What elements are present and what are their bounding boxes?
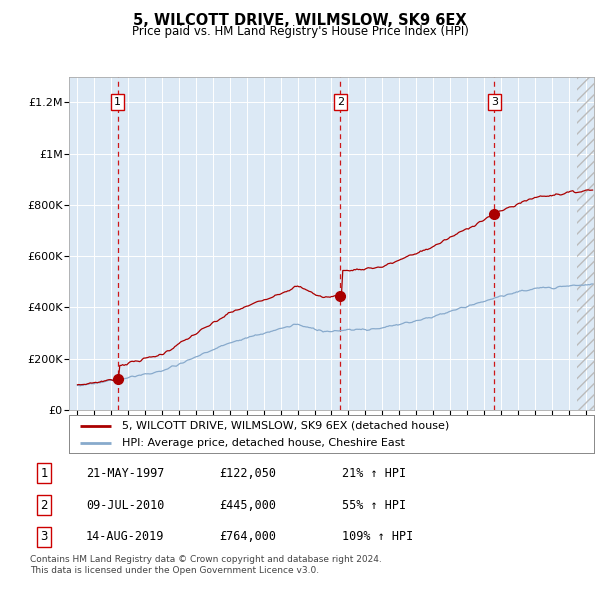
Text: £445,000: £445,000: [220, 499, 277, 512]
Text: 5, WILCOTT DRIVE, WILMSLOW, SK9 6EX (detached house): 5, WILCOTT DRIVE, WILMSLOW, SK9 6EX (det…: [121, 421, 449, 431]
Text: 2: 2: [337, 97, 344, 107]
Text: Price paid vs. HM Land Registry's House Price Index (HPI): Price paid vs. HM Land Registry's House …: [131, 25, 469, 38]
Text: 21% ↑ HPI: 21% ↑ HPI: [343, 467, 407, 480]
Text: 21-MAY-1997: 21-MAY-1997: [86, 467, 164, 480]
Text: 14-AUG-2019: 14-AUG-2019: [86, 530, 164, 543]
Text: 2: 2: [40, 499, 48, 512]
Text: 109% ↑ HPI: 109% ↑ HPI: [343, 530, 414, 543]
Text: 5, WILCOTT DRIVE, WILMSLOW, SK9 6EX: 5, WILCOTT DRIVE, WILMSLOW, SK9 6EX: [133, 13, 467, 28]
Text: 3: 3: [491, 97, 498, 107]
Text: 1: 1: [114, 97, 121, 107]
Text: £764,000: £764,000: [220, 530, 277, 543]
Text: 3: 3: [40, 530, 47, 543]
Text: Contains HM Land Registry data © Crown copyright and database right 2024.
This d: Contains HM Land Registry data © Crown c…: [30, 555, 382, 575]
Text: 09-JUL-2010: 09-JUL-2010: [86, 499, 164, 512]
Text: HPI: Average price, detached house, Cheshire East: HPI: Average price, detached house, Ches…: [121, 438, 404, 448]
Text: 55% ↑ HPI: 55% ↑ HPI: [343, 499, 407, 512]
Text: £122,050: £122,050: [220, 467, 277, 480]
Text: 1: 1: [40, 467, 48, 480]
